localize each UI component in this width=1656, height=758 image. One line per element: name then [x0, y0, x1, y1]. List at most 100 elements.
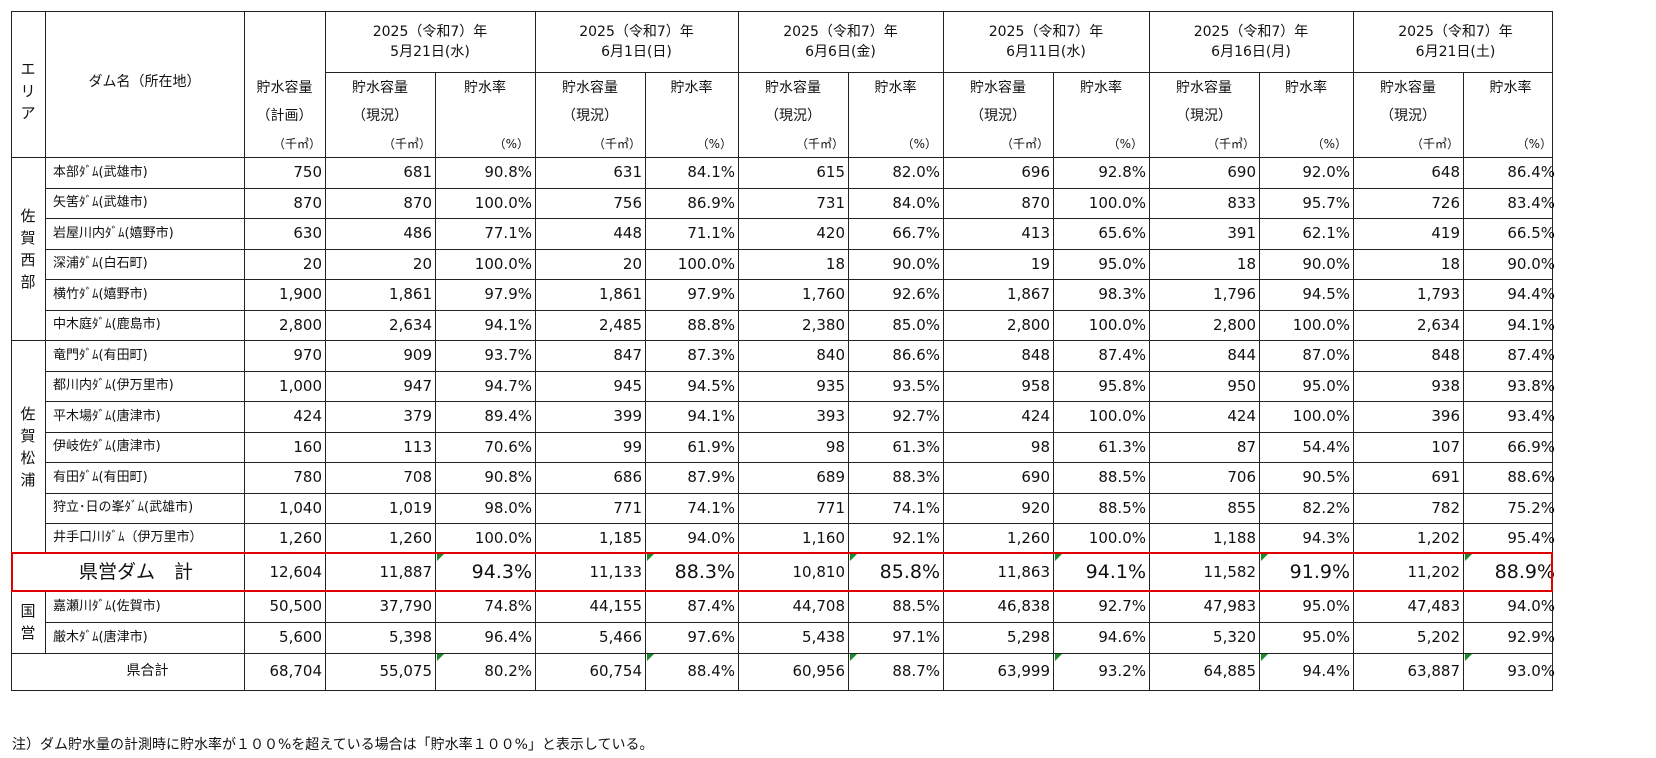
storage-rate-value: 100.0% — [1088, 316, 1146, 334]
current-capacity-value: 1,260 — [1007, 529, 1050, 547]
storage-rate-value: 93.2% — [1098, 662, 1146, 680]
current-capacity-header: 貯水容量 — [1176, 80, 1232, 96]
cell-corner-mark — [850, 654, 857, 661]
storage-rate-value: 86.4% — [1507, 163, 1555, 181]
current-capacity-value: 2,380 — [802, 316, 845, 334]
current-capacity-value: 98 — [1030, 438, 1050, 456]
rate-split-rule — [435, 72, 436, 691]
storage-rate-value: 94.3% — [471, 561, 532, 583]
plan-unit: （千㎥） — [272, 137, 321, 151]
storage-rate-value: 90.8% — [484, 163, 532, 181]
plan-capacity-value: 12,604 — [269, 563, 323, 581]
plan-capacity-value: 5,600 — [279, 628, 322, 646]
storage-rate-value: 94.4% — [1302, 662, 1350, 680]
cell-corner-mark — [1261, 554, 1268, 561]
current-subheader: （現況） — [970, 108, 1026, 124]
current-capacity-value: 1,861 — [389, 285, 432, 303]
current-capacity-value: 2,800 — [1007, 316, 1050, 334]
current-capacity-value: 782 — [1431, 499, 1460, 517]
storage-rate-value: 94.1% — [687, 407, 735, 425]
row-rule — [11, 653, 1553, 654]
plan-capacity-value: 870 — [293, 194, 322, 212]
current-capacity-value: 20 — [622, 255, 642, 273]
storage-rate-value: 66.9% — [1507, 438, 1555, 456]
storage-rate-value: 94.1% — [484, 316, 532, 334]
storage-rate-value: 87.9% — [687, 468, 735, 486]
current-capacity-value: 2,634 — [1417, 316, 1460, 334]
storage-rate-value: 100.0% — [474, 194, 532, 212]
storage-rate-value: 97.9% — [687, 285, 735, 303]
table-bottom-border — [11, 690, 1553, 691]
current-capacity-value: 64,885 — [1203, 662, 1257, 680]
current-capacity-value: 113 — [403, 438, 432, 456]
current-capacity-value: 11,887 — [379, 563, 433, 581]
row-name: 県営ダム 計 — [79, 561, 194, 583]
row-name: 深浦ﾀﾞﾑ(白石町) — [53, 256, 148, 271]
storage-rate-value: 86.9% — [687, 194, 735, 212]
current-capacity-value: 99 — [622, 438, 642, 456]
current-capacity-value: 5,398 — [389, 628, 432, 646]
storage-rate-value: 95.4% — [1507, 529, 1555, 547]
current-capacity-value: 1,188 — [1213, 529, 1256, 547]
current-capacity-value: 631 — [613, 163, 642, 181]
current-subheader: （現況） — [1176, 108, 1232, 124]
current-capacity-header: 貯水容量 — [765, 80, 821, 96]
storage-rate-value: 77.1% — [484, 224, 532, 242]
rate-unit: （%） — [1107, 137, 1143, 151]
current-capacity-value: 107 — [1431, 438, 1460, 456]
storage-rate-value: 90.8% — [484, 468, 532, 486]
storage-rate-value: 92.9% — [1507, 628, 1555, 646]
current-capacity-value: 11,202 — [1407, 563, 1461, 581]
current-capacity-value: 686 — [613, 468, 642, 486]
storage-rate-value: 66.5% — [1507, 224, 1555, 242]
current-capacity-value: 708 — [403, 468, 432, 486]
date-label: 6月1日(日) — [601, 44, 672, 60]
storage-rate-value: 70.6% — [484, 438, 532, 456]
rate-split-rule — [1053, 72, 1054, 691]
current-unit: （千㎥） — [382, 137, 431, 151]
storage-rate-value: 88.9% — [1494, 561, 1555, 583]
storage-rate-value: 82.2% — [1302, 499, 1350, 517]
current-capacity-value: 448 — [613, 224, 642, 242]
storage-rate-value: 85.8% — [879, 561, 940, 583]
storage-rate-value: 97.9% — [484, 285, 532, 303]
plan-capacity-value: 68,704 — [269, 662, 323, 680]
row-name: 横竹ﾀﾞﾑ(嬉野市) — [53, 287, 148, 302]
current-capacity-value: 11,582 — [1203, 563, 1257, 581]
storage-rate-value: 87.3% — [687, 346, 735, 364]
storage-rate-value: 93.0% — [1507, 662, 1555, 680]
storage-rate-value: 87.0% — [1302, 346, 1350, 364]
storage-rate-value: 87.4% — [687, 597, 735, 615]
current-capacity-value: 63,999 — [997, 662, 1051, 680]
storage-rate-value: 95.8% — [1098, 377, 1146, 395]
storage-rate-value: 84.1% — [687, 163, 735, 181]
storage-rate-value: 94.3% — [1302, 529, 1350, 547]
storage-rate-value: 88.3% — [892, 468, 940, 486]
current-unit: （千㎥） — [1206, 137, 1255, 151]
current-capacity-value: 690 — [1021, 468, 1050, 486]
current-capacity-value: 424 — [1021, 407, 1050, 425]
storage-rate-value: 94.5% — [1302, 285, 1350, 303]
storage-rate-value: 88.4% — [687, 662, 735, 680]
storage-rate-value: 94.1% — [1085, 561, 1146, 583]
storage-rate-value: 100.0% — [1292, 407, 1350, 425]
current-capacity-value: 413 — [1021, 224, 1050, 242]
dam-header-label: ダム名（所在地） — [88, 74, 201, 90]
current-capacity-value: 1,867 — [1007, 285, 1050, 303]
storage-rate-value: 92.6% — [892, 285, 940, 303]
current-capacity-value: 756 — [613, 194, 642, 212]
row-name: 伊岐佐ﾀﾞﾑ(唐津市) — [53, 439, 161, 454]
current-capacity-value: 840 — [816, 346, 845, 364]
plan-capacity-value: 1,040 — [279, 499, 322, 517]
plan-capacity-value: 1,260 — [279, 529, 322, 547]
rate-unit: （%） — [493, 137, 529, 151]
storage-rate-value: 100.0% — [1088, 407, 1146, 425]
current-capacity-value: 87 — [1236, 438, 1256, 456]
storage-rate-value: 87.4% — [1098, 346, 1146, 364]
current-capacity-value: 11,863 — [997, 563, 1051, 581]
plan-capacity-value: 1,900 — [279, 285, 322, 303]
row-rule — [45, 493, 1553, 494]
row-rule — [11, 340, 1553, 341]
storage-rate-value: 92.7% — [892, 407, 940, 425]
storage-rate-value: 96.4% — [484, 628, 532, 646]
